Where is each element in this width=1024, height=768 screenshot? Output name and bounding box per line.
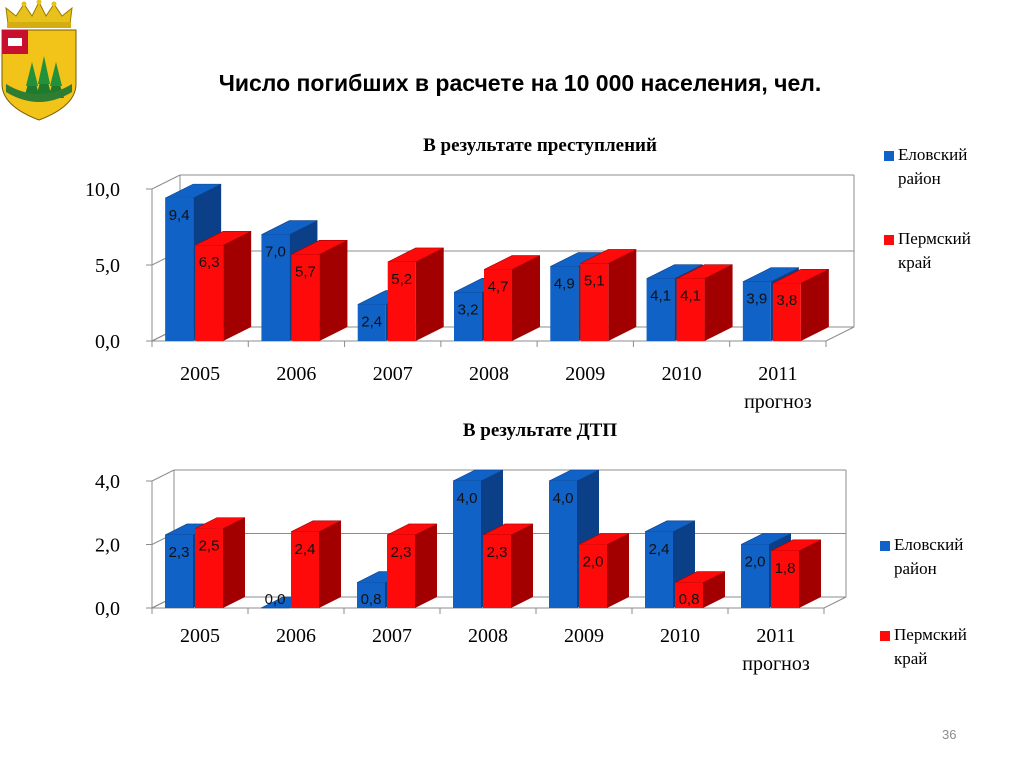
x-tick-label: 2009 xyxy=(565,363,605,385)
x-tick-label: 2011 прогноз xyxy=(742,625,810,675)
x-tick-label: 2007 xyxy=(372,625,412,647)
legend-label: Пермский край xyxy=(898,229,971,272)
data-label: 0,8 xyxy=(679,591,700,608)
bar-series-2 xyxy=(290,520,342,608)
legend-label: Пермский край xyxy=(894,625,967,668)
data-label: 2,3 xyxy=(487,544,508,561)
y-tick-label: 5,0 xyxy=(95,255,120,277)
bar-series-2 xyxy=(482,523,534,608)
data-label: 4,7 xyxy=(488,279,509,296)
data-label: 5,7 xyxy=(295,263,316,280)
legend-swatch xyxy=(884,151,894,161)
x-tick-label: 2005 xyxy=(180,625,220,647)
data-label: 3,9 xyxy=(746,291,767,308)
data-label: 6,3 xyxy=(199,254,220,271)
data-label: 4,0 xyxy=(553,490,574,507)
x-tick-label: 2010 xyxy=(660,625,700,647)
legend-swatch xyxy=(884,235,894,245)
data-label: 4,0 xyxy=(457,490,478,507)
gridline-diagonal xyxy=(151,469,175,482)
gridline-diagonal xyxy=(151,174,181,190)
data-label: 0,0 xyxy=(265,591,286,608)
bar-series-2 xyxy=(387,247,444,341)
chart-title: В результате преступлений xyxy=(423,135,657,156)
x-tick-label: 2009 xyxy=(564,625,604,647)
legend-swatch xyxy=(880,631,890,641)
coat-of-arms-emblem xyxy=(0,0,78,127)
x-tick-label: 2008 xyxy=(468,625,508,647)
bar-series-2 xyxy=(770,539,822,608)
bar-series-2 xyxy=(195,230,252,341)
bar-series-2 xyxy=(772,268,829,341)
x-tick-label: 2011 прогноз xyxy=(744,363,812,413)
bar-series-2 xyxy=(194,517,246,608)
chart-road-accidents: В результате ДТП 0,0 2,0 4,0 2005 2006 2007 200… xyxy=(95,420,967,675)
bar-series-2 xyxy=(291,240,348,341)
data-label: 5,2 xyxy=(391,271,412,288)
data-label: 9,4 xyxy=(169,207,190,224)
y-tick-label: 4,0 xyxy=(95,471,120,493)
y-tick-label: 0,0 xyxy=(95,598,120,620)
y-tick-label: 0,0 xyxy=(95,331,120,353)
data-label: 5,1 xyxy=(584,272,605,289)
data-label: 7,0 xyxy=(265,244,286,261)
data-label: 0,8 xyxy=(361,591,382,608)
bar-series-2 xyxy=(674,571,726,608)
data-label: 2,0 xyxy=(583,554,604,571)
legend-swatch xyxy=(880,541,890,551)
data-label: 2,4 xyxy=(649,541,670,558)
legend-label: Еловский район xyxy=(894,535,963,578)
data-label: 2,0 xyxy=(745,554,766,571)
chart-title: В результате ДТП xyxy=(463,420,618,441)
chart-crimes: В результате преступлений 0,0 5,0 10,0 2005 2… xyxy=(85,135,971,413)
bar-series-2 xyxy=(386,523,438,608)
data-label: 4,9 xyxy=(554,276,575,293)
y-tick-label: 10,0 xyxy=(85,179,120,201)
x-tick-label: 2006 xyxy=(276,363,316,385)
x-tick-label: 2010 xyxy=(662,363,702,385)
x-tick-label: 2007 xyxy=(373,363,413,385)
x-tick-label: 2006 xyxy=(276,625,316,647)
page-number: 36 xyxy=(942,727,957,742)
data-label: 2,3 xyxy=(391,544,412,561)
x-tick-label: 2005 xyxy=(180,363,220,385)
bar-series-2 xyxy=(578,533,630,608)
bar-series-2 xyxy=(676,264,733,341)
data-label: 3,2 xyxy=(458,301,479,318)
legend-label: Еловский район xyxy=(898,145,967,188)
x-tick-label: 2008 xyxy=(469,363,509,385)
data-label: 2,5 xyxy=(199,538,220,555)
data-label: 2,3 xyxy=(169,544,190,561)
slide-title: Число погибших в расчете на 10 000 насел… xyxy=(218,70,822,96)
data-label: 2,4 xyxy=(295,541,316,558)
data-label: 2,4 xyxy=(361,314,382,331)
bar-series-2 xyxy=(483,255,541,341)
bar-series-2 xyxy=(580,249,637,341)
data-label: 3,8 xyxy=(776,292,797,309)
data-label: 1,8 xyxy=(775,560,796,577)
data-label: 4,1 xyxy=(680,288,701,305)
y-tick-label: 2,0 xyxy=(95,535,120,557)
data-label: 4,1 xyxy=(650,288,671,305)
